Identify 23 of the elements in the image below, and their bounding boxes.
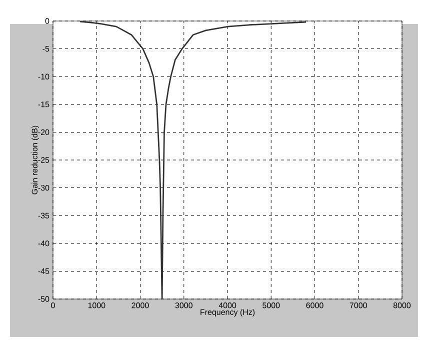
x-tick-label: 6000 — [306, 302, 324, 308]
x-tick-label: 7000 — [350, 302, 367, 308]
x-tick-label: 2000 — [132, 302, 149, 308]
y-tick-label: -50 — [38, 296, 50, 302]
x-tick-label: 4000 — [218, 302, 236, 308]
x-tick-label: 8000 — [393, 302, 411, 308]
y-axis-title: Gain reduction (dB) — [32, 126, 40, 194]
y-tick-label: -10 — [38, 74, 50, 80]
x-axis-title: Frequency (Hz) — [200, 309, 255, 317]
y-tick-label: -40 — [38, 240, 50, 246]
x-tick-label: 5000 — [262, 302, 280, 308]
y-tick-label: -30 — [38, 184, 50, 191]
x-tick-label: 1000 — [88, 302, 106, 308]
y-tick-label: -45 — [38, 268, 50, 274]
x-tick-label: 0 — [51, 302, 55, 308]
y-tick-label: -35 — [38, 212, 50, 218]
line-series — [79, 20, 307, 299]
y-tick-label: 0 — [45, 18, 50, 24]
x-tick-label: 3000 — [175, 302, 192, 308]
y-tick-label: -20 — [38, 129, 50, 136]
y-tick-label: -15 — [38, 102, 50, 108]
y-tick-label: -25 — [38, 157, 50, 163]
y-tick-label: -5 — [42, 46, 50, 52]
